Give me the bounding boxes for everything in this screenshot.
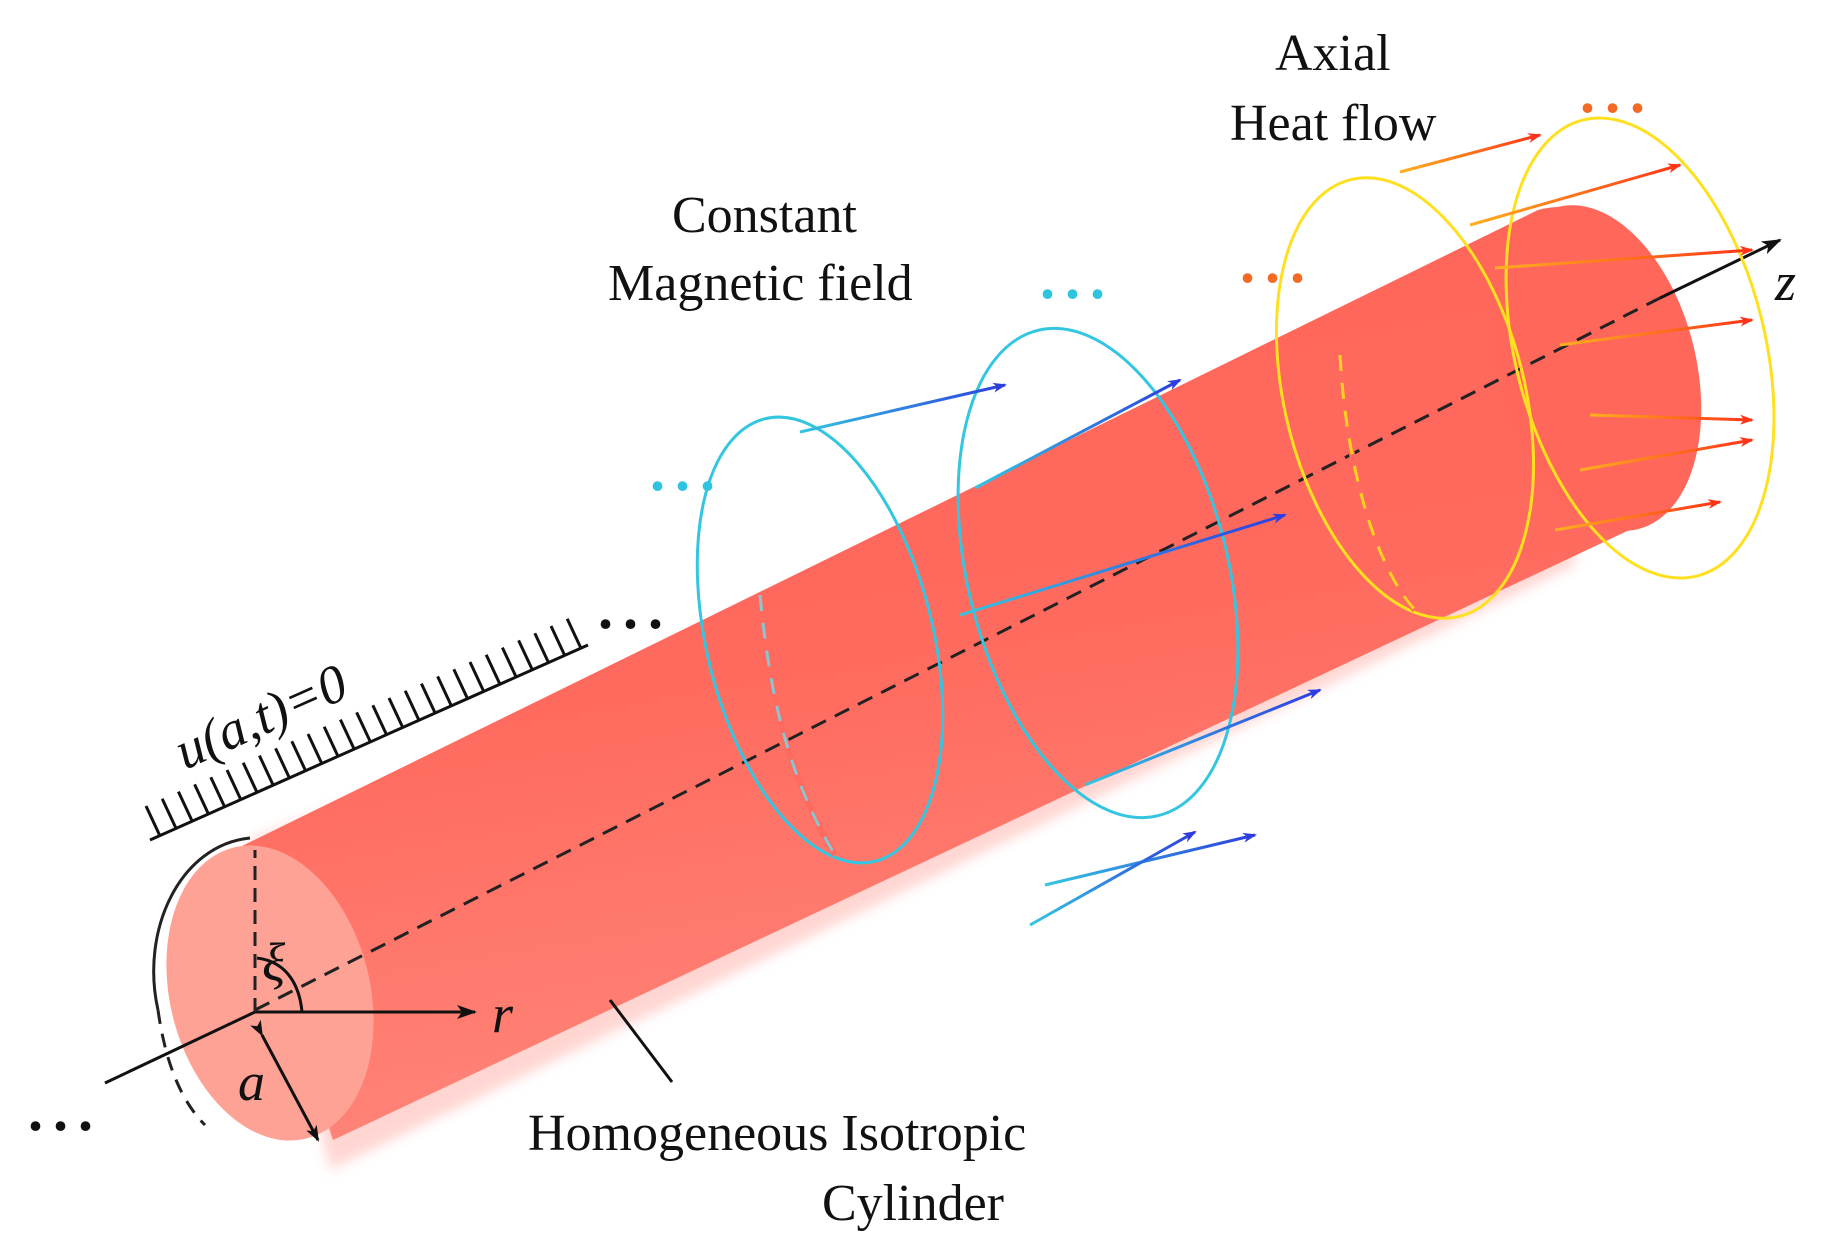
hatch-mark — [549, 625, 567, 657]
hatch-mark — [160, 798, 178, 830]
hatch-mark — [339, 718, 356, 751]
hatch-mark — [484, 654, 502, 686]
magnetic-arrows — [799, 378, 1322, 927]
z-axis-left — [104, 1010, 256, 1085]
hatch-mark — [274, 747, 291, 780]
ellipsis-heat-left: ... — [1240, 229, 1315, 295]
heat-arrows — [1399, 133, 1754, 532]
hatch-mark — [177, 790, 194, 823]
hatch-mark — [241, 762, 259, 794]
magnetic-arrow — [974, 378, 1182, 490]
heat-label-line1: Axial — [1275, 25, 1391, 82]
magnetic-arrow — [799, 382, 1007, 434]
hatch-mark — [306, 733, 324, 765]
heat-arrow — [1399, 133, 1542, 174]
z-axis-solid — [1659, 238, 1782, 300]
hatch-mark — [517, 639, 534, 672]
hatch-mark — [565, 618, 583, 650]
magnetic-ring-front — [956, 326, 1240, 820]
ellipsis-boundary: ... — [598, 575, 673, 641]
hatch-mark — [258, 754, 275, 787]
heat-flow — [1274, 116, 1776, 620]
hatch-mark — [501, 646, 518, 679]
radius-label: a — [238, 1052, 265, 1112]
boundary-line — [149, 643, 589, 842]
heat-label-line2: Heat flow — [1230, 95, 1437, 152]
heat-arrow — [1494, 245, 1754, 270]
boundary-arc — [152, 836, 251, 1011]
hatch-mark — [290, 740, 308, 772]
hatch-mark — [209, 776, 227, 808]
z-axis-dashed — [254, 296, 1661, 1012]
cylinder-leader — [608, 999, 674, 1083]
magnetic-label-line2: Magnetic field — [608, 255, 913, 312]
cylinder-label-line1: Homogeneous Isotropic — [528, 1105, 1026, 1162]
magnetic-arrow — [1044, 832, 1257, 887]
magnetic-ring-back — [695, 415, 945, 865]
ellipsis-magnetic-left: ... — [650, 437, 725, 503]
heat-ring-back — [1274, 176, 1536, 620]
z-axis-label: z — [1774, 252, 1796, 312]
cylinder-label-line2: Cylinder — [822, 1175, 1004, 1232]
magnetic-label-line1: Constant — [672, 187, 857, 244]
hatch-mark — [225, 769, 243, 801]
magnetic-field — [695, 326, 1240, 865]
heat-arrow — [1559, 316, 1754, 347]
angle-arc — [256, 956, 304, 1013]
cylinder-body — [238, 205, 1702, 1141]
boundary-hatch — [144, 618, 583, 837]
heat-arrow — [1579, 437, 1754, 472]
magnetic-arrow — [1029, 830, 1197, 927]
ellipsis-left: ... — [28, 1077, 103, 1143]
hatch-mark — [452, 668, 470, 700]
angle-label: ξ — [262, 932, 286, 992]
hatch-mark — [322, 726, 340, 758]
hatch-mark — [420, 682, 437, 715]
magnetic-arrow — [1084, 688, 1322, 787]
hatch-mark — [387, 697, 405, 729]
hatch-mark — [403, 690, 421, 722]
hatch-mark — [436, 675, 453, 708]
hatch-mark — [371, 704, 389, 736]
hatch-mark — [468, 661, 486, 693]
heat-arrow — [1554, 499, 1722, 532]
r-axis-label: r — [492, 984, 514, 1044]
heat-arrow — [1589, 413, 1754, 425]
ellipsis-magnetic-right: ... — [1040, 245, 1115, 311]
hatch-mark — [355, 711, 372, 744]
heat-arrow — [1469, 163, 1682, 227]
hatch-mark — [144, 805, 162, 837]
hatch-mark — [533, 632, 551, 664]
magnetic-arrow — [959, 513, 1287, 617]
ellipsis-heat-right: ... — [1580, 59, 1655, 125]
hatch-mark — [193, 783, 210, 816]
cylinder-end-cap — [1494, 205, 1702, 531]
heat-ring-front — [1504, 116, 1776, 580]
radius-arrow — [250, 1019, 320, 1142]
cylinder-near-face — [166, 845, 374, 1141]
